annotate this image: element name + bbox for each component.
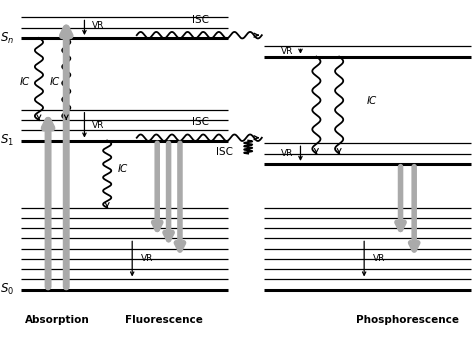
Text: VR: VR bbox=[92, 21, 105, 30]
Text: Absorption: Absorption bbox=[25, 315, 90, 325]
Text: IC: IC bbox=[50, 77, 60, 87]
Text: Fluorescence: Fluorescence bbox=[125, 315, 203, 325]
Text: ISC: ISC bbox=[192, 15, 209, 25]
Text: ISC: ISC bbox=[216, 147, 233, 157]
Text: VR: VR bbox=[373, 254, 386, 264]
Text: VR: VR bbox=[141, 254, 154, 264]
Text: $S_1$: $S_1$ bbox=[0, 133, 14, 148]
Text: $S_n$: $S_n$ bbox=[0, 30, 14, 45]
Text: ISC: ISC bbox=[192, 118, 209, 127]
Text: IC: IC bbox=[20, 77, 30, 87]
Text: $S_0$: $S_0$ bbox=[0, 282, 14, 297]
Text: VR: VR bbox=[92, 121, 105, 130]
Text: VR: VR bbox=[281, 149, 294, 158]
Text: VR: VR bbox=[281, 47, 294, 56]
Text: IC: IC bbox=[118, 164, 128, 175]
Text: IC: IC bbox=[366, 96, 377, 106]
Text: Phosphorescence: Phosphorescence bbox=[356, 315, 459, 325]
